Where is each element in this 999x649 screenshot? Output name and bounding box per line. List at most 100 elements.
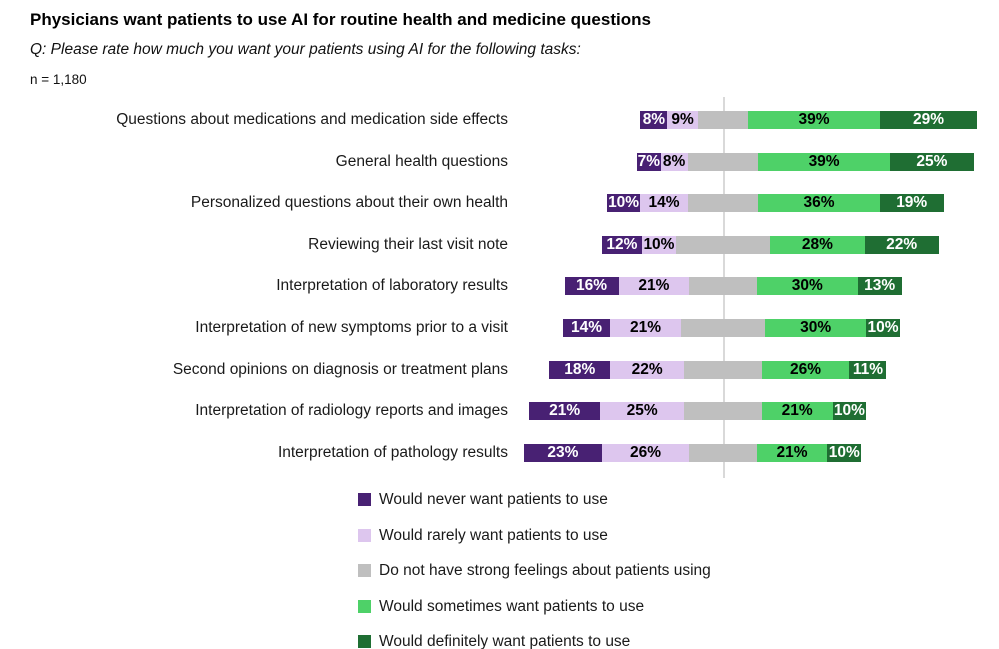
category-label: Interpretation of laboratory results [276, 277, 508, 294]
value-label: 10% [828, 444, 860, 461]
value-label: 10% [643, 236, 675, 253]
bar-segment-definitely: 22% [864, 236, 939, 254]
category-label: Interpretation of radiology reports and … [195, 402, 508, 419]
bar-segment-neutral [689, 444, 757, 462]
category-label: Reviewing their last visit note [308, 236, 508, 253]
sample-size: n = 1,180 [30, 72, 87, 87]
category-label: Second opinions on diagnosis or treatmen… [172, 361, 508, 378]
legend-swatch-icon [358, 493, 371, 506]
value-label: 14% [648, 194, 680, 211]
value-label: 10% [608, 194, 640, 211]
bar-segment-rarely: 21% [610, 319, 681, 337]
value-label: 21% [549, 402, 581, 419]
value-label: 7% [637, 153, 661, 170]
bar-segment-neutral [689, 277, 757, 295]
legend-label: Would never want patients to use [379, 491, 608, 508]
value-label: 26% [790, 361, 822, 378]
value-label: 13% [864, 277, 896, 294]
value-label: 30% [791, 277, 823, 294]
value-label: 25% [626, 402, 658, 419]
bar-segment-definitely: 25% [889, 153, 975, 171]
bar-segment-definitely: 13% [857, 277, 902, 295]
bar-segment-sometimes: 39% [748, 111, 880, 129]
category-label: Personalized questions about their own h… [190, 194, 508, 211]
bar-segment-definitely: 10% [832, 402, 867, 420]
bar-segment-neutral [697, 111, 749, 129]
value-label: 39% [798, 111, 830, 128]
bar-segment-neutral [684, 361, 762, 379]
bar-segment-rarely: 21% [618, 277, 690, 295]
bar-segment-definitely: 19% [879, 194, 944, 212]
value-label: 23% [547, 444, 579, 461]
value-label: 21% [629, 319, 661, 336]
bar-segment-never: 14% [562, 319, 611, 337]
value-label: 11% [852, 361, 883, 378]
bar-segment-definitely: 10% [866, 319, 900, 337]
bar-segment-never: 16% [564, 277, 619, 295]
value-label: 39% [808, 153, 840, 170]
bar-segment-rarely: 26% [601, 444, 690, 462]
value-label: 21% [781, 402, 813, 419]
category-label: General health questions [335, 153, 508, 170]
bar-segment-sometimes: 26% [761, 361, 850, 379]
legend-swatch-icon [358, 564, 371, 577]
value-label: 36% [803, 194, 835, 211]
bar-segment-sometimes: 36% [758, 194, 880, 212]
legend-swatch-icon [358, 529, 371, 542]
chart-subtitle: Q: Please rate how much you want your pa… [30, 41, 581, 58]
value-label: 21% [776, 444, 808, 461]
bar-segment-never: 23% [524, 444, 602, 462]
legend-label: Would sometimes want patients to use [379, 598, 645, 615]
bar-segment-sometimes: 21% [761, 402, 833, 420]
value-label: 29% [913, 111, 945, 128]
bar-segment-neutral [687, 194, 759, 212]
value-label: 26% [629, 444, 661, 461]
bar-segment-rarely: 9% [667, 111, 698, 129]
legend-label: Would definitely want patients to use [379, 633, 631, 649]
legend-label: Would rarely want patients to use [379, 527, 608, 544]
value-label: 22% [886, 236, 918, 253]
bar-segment-never: 10% [606, 194, 641, 212]
legend-swatch-icon [358, 635, 371, 648]
chart-title: Physicians want patients to use AI for r… [30, 10, 651, 29]
value-label: 19% [896, 194, 928, 211]
bar-segment-neutral [675, 236, 771, 254]
bar-segment-rarely: 25% [599, 402, 685, 420]
bar-segment-neutral [680, 319, 766, 337]
value-label: 12% [606, 236, 638, 253]
bar-segment-rarely: 10% [642, 236, 676, 254]
bar-segment-never: 18% [549, 361, 611, 379]
bar-segment-never: 12% [601, 236, 643, 254]
value-label: 22% [631, 361, 663, 378]
category-label: Interpretation of new symptoms prior to … [195, 319, 508, 336]
bar-segment-neutral [684, 402, 762, 420]
bar-segment-definitely: 11% [849, 361, 887, 379]
legend-swatch-icon [358, 600, 371, 613]
bar-segment-sometimes: 30% [765, 319, 867, 337]
value-label: 14% [570, 319, 603, 336]
bar-segment-never: 21% [529, 402, 600, 420]
bar-segment-definitely: 10% [827, 444, 862, 462]
bar-segment-sometimes: 30% [756, 277, 858, 295]
bar-segment-rarely: 14% [640, 194, 688, 212]
value-label: 30% [800, 319, 832, 336]
bar-segment-sometimes: 39% [758, 153, 890, 171]
bar-segment-rarely: 8% [660, 153, 688, 171]
bar-segment-rarely: 22% [610, 361, 685, 379]
value-label: 25% [916, 153, 948, 170]
value-label: 10% [833, 402, 865, 419]
value-label: 10% [867, 319, 899, 336]
value-label: 8% [662, 153, 686, 170]
bar-segment-never: 7% [637, 153, 661, 171]
value-label: 9% [671, 111, 694, 128]
value-label: 16% [576, 277, 608, 294]
legend-label: Do not have strong feelings about patien… [379, 562, 711, 579]
bar-segment-neutral [687, 153, 759, 171]
value-label: 18% [564, 361, 596, 378]
bar-segment-never: 8% [640, 111, 668, 129]
value-label: 8% [642, 111, 666, 128]
category-label: Interpretation of pathology results [277, 444, 508, 461]
bar-segment-definitely: 29% [879, 111, 978, 129]
